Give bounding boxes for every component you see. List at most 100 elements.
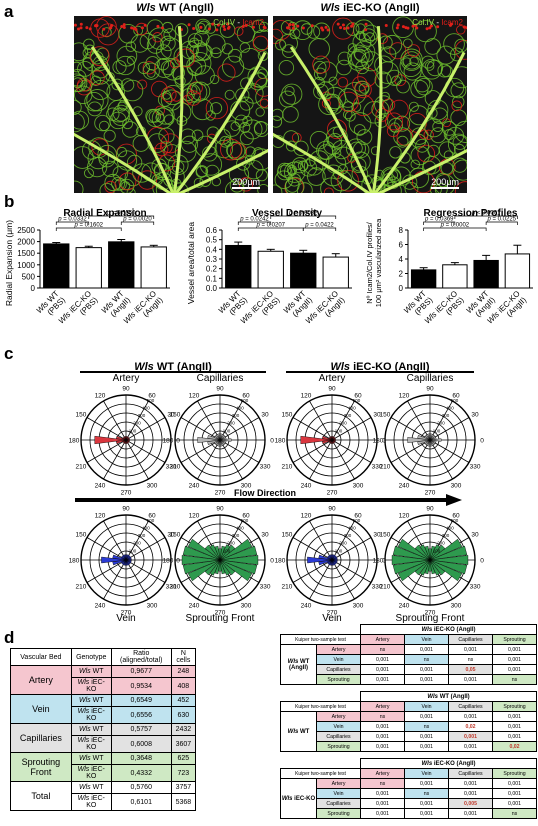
kuiper-table: Wls iEC-KO (AngII) Kuiper two-sample test… [280, 758, 538, 819]
capillary-loop [188, 51, 212, 75]
ratio-cell: 0,3648 [110, 752, 172, 765]
genotype: iEC-KO [86, 679, 105, 693]
p-value: = 0.0082 [292, 211, 318, 217]
y-axis-label: Vessel area/total area [186, 222, 196, 304]
condition-name: iEC-KO (AngII) [433, 626, 476, 633]
sprouting-tip [350, 24, 354, 28]
capillary-loop [107, 99, 131, 123]
histogram-petal [219, 559, 258, 575]
kuiper-cell: ns [448, 654, 493, 665]
angle-label: 60 [354, 512, 362, 519]
kuiper-row-label: Artery [316, 711, 361, 722]
genotype-cell: Wls WT [70, 665, 112, 678]
angle-label: 150 [76, 532, 87, 539]
capillary-loop [454, 181, 467, 193]
kuiper-row-group-header: Wls iEC-KO [280, 778, 317, 819]
significance-bracket [88, 215, 155, 219]
capillary-loop [434, 182, 448, 193]
capillary-loop [436, 45, 456, 65]
angle-label: 90 [328, 506, 336, 513]
ring-label: 400 [446, 405, 454, 410]
n-cells-cell: 248 [170, 665, 197, 678]
large-vessel [176, 148, 268, 193]
ring-label: 300 [138, 413, 146, 418]
p-value-label: p < 0.0001 [471, 211, 501, 217]
kuiper-row: Wls iEC-KO Artery ns 0,001 0,001 0,001 [280, 778, 538, 819]
capillary-loop [185, 90, 202, 106]
capillary-loop [253, 120, 268, 135]
capillary-loop [234, 114, 248, 128]
angle-label: 210 [380, 464, 391, 471]
polar-plot: 0306090120150180210240270300330100200300… [163, 506, 275, 625]
ring-label: 200 [339, 421, 347, 426]
capillary-loop [396, 135, 409, 148]
capillary-loop [316, 140, 336, 161]
ring-label: 200 [227, 541, 235, 546]
bar [225, 244, 252, 289]
sprouting-tip [160, 26, 164, 30]
angle-label: 30 [373, 532, 381, 539]
genotype: WT [92, 784, 104, 791]
capillary-loop [255, 86, 268, 109]
stain-red-label: Icam2 [441, 18, 463, 27]
kuiper-cell: 0,001 [448, 644, 493, 655]
angle-label: 0 [480, 558, 484, 565]
p-value-label: p = 0.0332 [57, 217, 87, 223]
polar-histograms: 0306090120150180210240270300330100200300… [69, 371, 484, 625]
angle-label: 270 [425, 490, 436, 497]
kuiper-row-label: Artery [316, 778, 361, 789]
capillary-loop [195, 18, 211, 35]
kuiper-cell: 0,001 [491, 798, 538, 809]
capillary-loop [89, 70, 105, 86]
kuiper-cell: 0,001 [448, 808, 493, 819]
capillary-loop [180, 135, 199, 153]
significance-bracket [485, 221, 518, 225]
capillary-loop [94, 114, 111, 132]
genotype: WT [92, 726, 104, 733]
histogram-petal [219, 559, 253, 582]
y-tick-label: 0 [31, 284, 36, 293]
kuiper-row: Capillaries 0,001 0,001 0,005 0,001 [281, 798, 538, 809]
angle-label: 30 [261, 532, 269, 539]
angle-label: 90 [122, 506, 130, 513]
capillary-loop [253, 121, 268, 137]
p-value: = 0.0422 [309, 223, 335, 229]
capillary-loop [97, 144, 117, 165]
polar-plot: 0306090120150180210240270300330100200300… [69, 373, 181, 497]
capillary-loop [325, 126, 348, 149]
p-symbol: p [440, 223, 445, 229]
capillary-loop [273, 28, 284, 45]
ring-label: 500 [241, 518, 249, 523]
kuiper-cell: 0,001 [491, 664, 538, 675]
histogram-petal [187, 538, 221, 561]
sprouting-tip [291, 23, 295, 27]
kuiper-cell: 0,001 [360, 664, 405, 675]
large-vessel [172, 25, 184, 193]
genotype-cell: Wls iEC-KO [70, 735, 112, 753]
gene-name: Wls [134, 361, 154, 373]
capillary-loop [386, 124, 400, 138]
kuiper-title-row: Wls WT (AngII) [281, 691, 538, 702]
p-symbol: p [486, 217, 491, 223]
capillary-loop [323, 187, 334, 193]
capillary-loop [278, 60, 295, 76]
angle-label: 300 [147, 603, 158, 610]
angle-label: 330 [470, 584, 481, 591]
capillary-loop [443, 33, 465, 55]
sprouting-tip [404, 26, 408, 30]
angle-label: 0 [176, 558, 180, 565]
genotype-cell: Wls WT [70, 694, 112, 707]
sprouting-tip [76, 27, 80, 31]
capillary-loop [137, 170, 158, 190]
capillary-loop [111, 107, 130, 126]
ring-label: 400 [446, 525, 454, 530]
bar [43, 243, 70, 289]
n-cells-cell: 5368 [170, 793, 197, 811]
ring-label: 500 [147, 398, 155, 403]
capillary-loop [374, 95, 394, 115]
capillary-loop [415, 138, 430, 153]
angle-label: 0 [480, 438, 484, 445]
capillary-loop [284, 85, 295, 97]
p-value-label: p = 0.0082 [288, 211, 318, 217]
kuiper-cell: ns [404, 654, 449, 665]
